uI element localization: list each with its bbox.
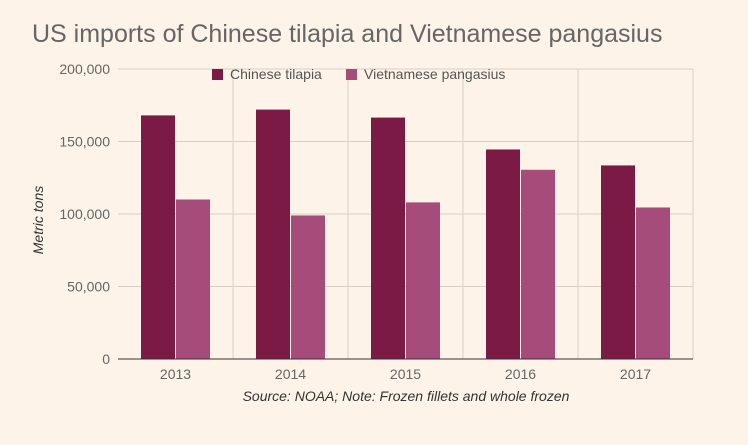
legend-label: Chinese tilapia [230, 66, 322, 82]
bar-vietnamese-pangasius-2016 [521, 169, 555, 359]
bar-vietnamese-pangasius-2013 [176, 199, 210, 359]
bar-vietnamese-pangasius-2014 [291, 215, 325, 359]
x-tick-label: 2015 [390, 366, 421, 382]
bars [141, 109, 670, 360]
bar-chinese-tilapia-2014 [256, 109, 290, 359]
axes: 0 50,000 100,000 150,000 200,000 2013 2014 2015… [59, 61, 693, 382]
x-tick-label: 2016 [505, 366, 536, 382]
x-tick-label: 2013 [160, 366, 191, 382]
bar-chinese-tilapia-2017 [601, 165, 635, 359]
y-tick-label: 150,000 [59, 134, 110, 150]
legend-swatch [212, 69, 223, 80]
chart-title: US imports of Chinese tilapia and Vietna… [32, 20, 662, 48]
y-tick-label: 100,000 [59, 206, 110, 222]
y-axis-label: Metric tons [30, 186, 46, 254]
y-tick-label: 50,000 [67, 279, 110, 295]
source-note: Source: NOAA; Note: Frozen fillets and w… [243, 388, 570, 404]
bar-chinese-tilapia-2013 [141, 115, 175, 360]
bar-vietnamese-pangasius-2017 [636, 207, 670, 359]
bar-chinese-tilapia-2016 [486, 149, 520, 359]
legend: Chinese tilapia Vietnamese pangasius [212, 66, 505, 82]
bar-chinese-tilapia-2015 [371, 117, 405, 359]
bar-vietnamese-pangasius-2015 [406, 202, 440, 359]
y-tick-label: 200,000 [59, 61, 110, 77]
x-tick-label: 2014 [275, 366, 306, 382]
legend-swatch [346, 69, 357, 80]
x-tick-label: 2017 [620, 366, 651, 382]
legend-label: Vietnamese pangasius [364, 66, 505, 82]
y-tick-label: 0 [102, 351, 110, 367]
